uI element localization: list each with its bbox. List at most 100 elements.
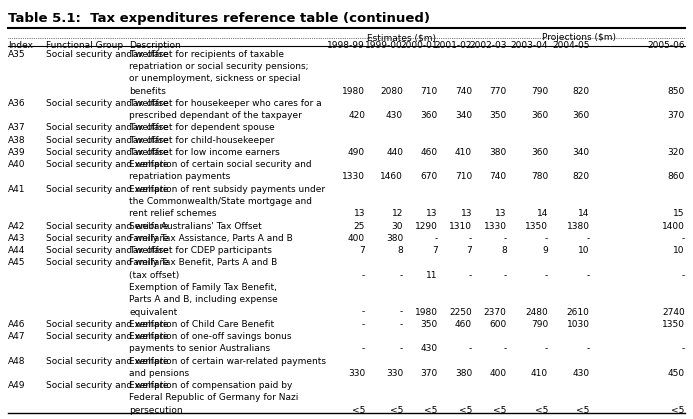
Text: 13: 13 — [426, 210, 437, 218]
Text: Table 5.1:  Tax expenditures reference table (continued): Table 5.1: Tax expenditures reference ta… — [8, 12, 430, 25]
Text: or unemployment, sickness or special: or unemployment, sickness or special — [129, 74, 301, 83]
Text: -: - — [362, 320, 365, 329]
Text: A41: A41 — [8, 185, 26, 194]
Text: 420: 420 — [348, 111, 365, 120]
Text: 1310: 1310 — [449, 222, 472, 230]
Text: Tax offset for dependent spouse: Tax offset for dependent spouse — [129, 123, 275, 132]
Text: A37: A37 — [8, 123, 26, 132]
Text: A49: A49 — [8, 381, 26, 390]
Text: 350: 350 — [489, 111, 507, 120]
Text: 740: 740 — [455, 86, 472, 96]
Text: 10: 10 — [673, 246, 685, 255]
Text: A38: A38 — [8, 136, 26, 145]
Text: Projections ($m): Projections ($m) — [543, 33, 617, 42]
Text: 2005-06: 2005-06 — [647, 41, 685, 49]
Text: A47: A47 — [8, 332, 26, 341]
Text: <5: <5 — [389, 406, 403, 415]
Text: 710: 710 — [421, 86, 437, 96]
Text: -: - — [545, 271, 548, 280]
Text: persecution: persecution — [129, 406, 183, 415]
Text: 7: 7 — [466, 246, 472, 255]
Text: 340: 340 — [455, 111, 472, 120]
Text: Social security and welfare: Social security and welfare — [46, 99, 169, 108]
Text: -: - — [362, 308, 365, 316]
Text: -: - — [681, 234, 685, 243]
Text: Index: Index — [8, 41, 33, 49]
Text: 400: 400 — [489, 369, 507, 378]
Text: 15: 15 — [673, 210, 685, 218]
Text: 440: 440 — [386, 148, 403, 157]
Text: 320: 320 — [667, 148, 685, 157]
Text: Exemption of certain social security and: Exemption of certain social security and — [129, 160, 312, 169]
Text: -: - — [469, 271, 472, 280]
Text: -: - — [545, 344, 548, 353]
Text: Social security and welfare: Social security and welfare — [46, 148, 169, 157]
Text: -: - — [545, 234, 548, 243]
Text: 1980: 1980 — [414, 308, 437, 316]
Text: 380: 380 — [386, 234, 403, 243]
Text: 410: 410 — [531, 369, 548, 378]
Text: Family Tax Assistance, Parts A and B: Family Tax Assistance, Parts A and B — [129, 234, 293, 243]
Text: benefits: benefits — [129, 86, 166, 96]
Text: 1350: 1350 — [525, 222, 548, 230]
Text: (tax offset): (tax offset) — [129, 271, 179, 280]
Text: 7: 7 — [360, 246, 365, 255]
Text: 1330: 1330 — [342, 173, 365, 181]
Text: A45: A45 — [8, 259, 26, 267]
Text: -: - — [400, 320, 403, 329]
Text: 2001-02: 2001-02 — [435, 41, 472, 49]
Text: 360: 360 — [531, 148, 548, 157]
Text: <5: <5 — [576, 406, 590, 415]
Text: Social security and welfare: Social security and welfare — [46, 332, 169, 341]
Text: Exemption of Family Tax Benefit,: Exemption of Family Tax Benefit, — [129, 283, 277, 292]
Text: 380: 380 — [489, 148, 507, 157]
Text: 860: 860 — [667, 173, 685, 181]
Text: Social security and welfare: Social security and welfare — [46, 246, 169, 255]
Text: 2370: 2370 — [484, 308, 507, 316]
Text: 850: 850 — [667, 86, 685, 96]
Text: 670: 670 — [421, 173, 437, 181]
Text: 330: 330 — [348, 369, 365, 378]
Text: 2004-05: 2004-05 — [552, 41, 590, 49]
Text: Exemption of rent subsidy payments under: Exemption of rent subsidy payments under — [129, 185, 325, 194]
Text: 1290: 1290 — [414, 222, 437, 230]
Text: 350: 350 — [421, 320, 437, 329]
Text: 430: 430 — [572, 369, 590, 378]
Text: 1999-00: 1999-00 — [365, 41, 403, 49]
Text: Tax offset for housekeeper who cares for a: Tax offset for housekeeper who cares for… — [129, 99, 322, 108]
Text: -: - — [503, 234, 507, 243]
Text: 450: 450 — [667, 369, 685, 378]
Text: <5: <5 — [352, 406, 365, 415]
Text: Social security and welfare: Social security and welfare — [46, 381, 169, 390]
Text: -: - — [400, 308, 403, 316]
Text: -: - — [586, 234, 590, 243]
Text: 13: 13 — [461, 210, 472, 218]
Text: -: - — [469, 344, 472, 353]
Text: -: - — [681, 271, 685, 280]
Text: 330: 330 — [386, 369, 403, 378]
Text: 790: 790 — [531, 86, 548, 96]
Text: 2002-03: 2002-03 — [469, 41, 507, 49]
Text: -: - — [400, 271, 403, 280]
Text: 400: 400 — [348, 234, 365, 243]
Text: Family Tax Benefit, Parts A and B: Family Tax Benefit, Parts A and B — [129, 259, 277, 267]
Text: <5: <5 — [493, 406, 507, 415]
Text: A40: A40 — [8, 160, 26, 169]
Text: 370: 370 — [421, 369, 437, 378]
Text: Description: Description — [129, 41, 181, 49]
Text: -: - — [435, 234, 437, 243]
Text: 1030: 1030 — [566, 320, 590, 329]
Text: 740: 740 — [489, 173, 507, 181]
Text: the Commonwealth/State mortgage and: the Commonwealth/State mortgage and — [129, 197, 312, 206]
Text: A44: A44 — [8, 246, 26, 255]
Text: -: - — [586, 344, 590, 353]
Text: repatriation or social security pensions;: repatriation or social security pensions… — [129, 62, 308, 71]
Text: A35: A35 — [8, 50, 26, 59]
Text: Social security and welfare: Social security and welfare — [46, 136, 169, 145]
Text: A42: A42 — [8, 222, 26, 230]
Text: -: - — [362, 344, 365, 353]
Text: 14: 14 — [578, 210, 590, 218]
Text: Senior Australians' Tax Offset: Senior Australians' Tax Offset — [129, 222, 262, 230]
Text: 9: 9 — [543, 246, 548, 255]
Text: 13: 13 — [495, 210, 507, 218]
